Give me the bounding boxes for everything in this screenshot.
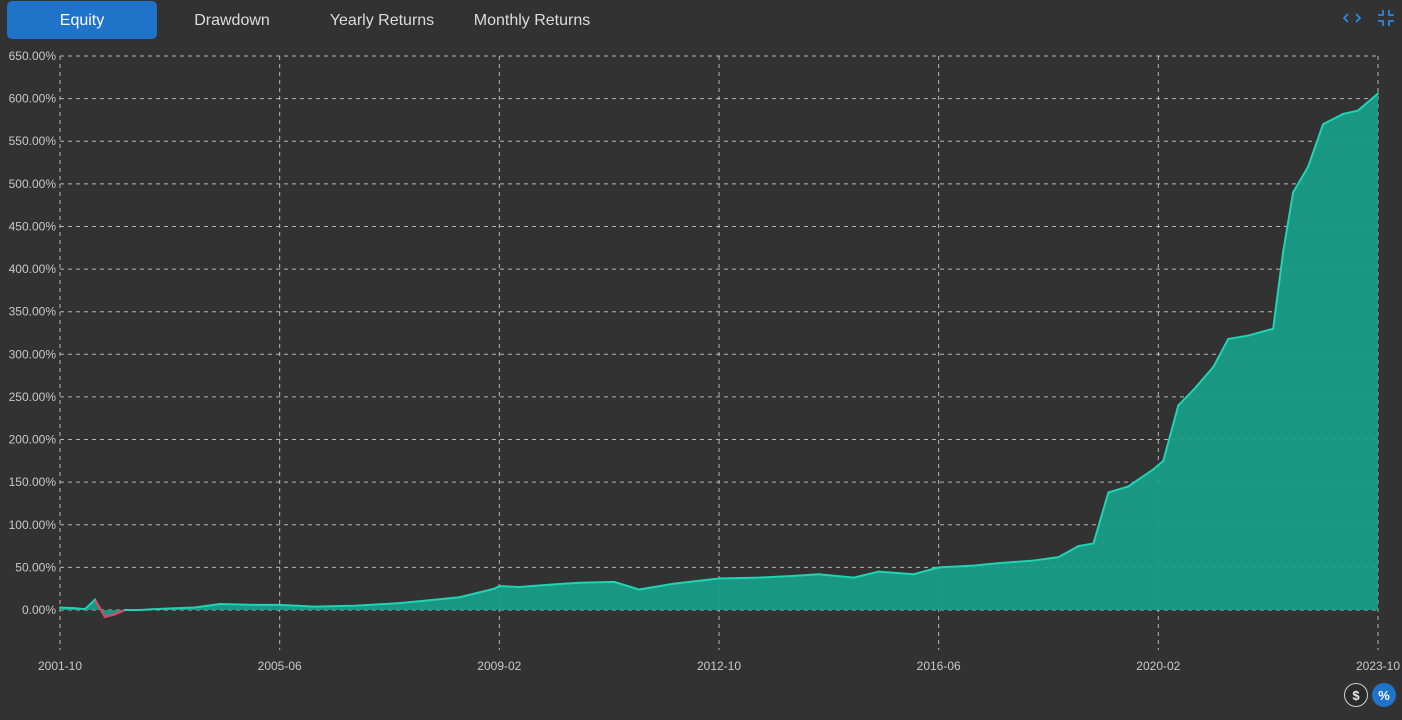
- data-point: [792, 574, 795, 577]
- data-point: [1057, 556, 1060, 559]
- drawdown-segment: [114, 608, 126, 616]
- x-tick-label: 2005-06: [258, 659, 302, 673]
- x-tick-label: 2023-10: [1356, 659, 1400, 673]
- data-point: [937, 566, 940, 569]
- y-tick-label: 650.00%: [9, 49, 57, 63]
- y-tick-label: 550.00%: [9, 134, 57, 148]
- data-point: [59, 606, 61, 609]
- y-tick-label: 250.00%: [9, 390, 57, 404]
- percent-toggle-button[interactable]: %: [1372, 683, 1396, 707]
- data-point: [1292, 191, 1295, 194]
- y-tick-label: 600.00%: [9, 92, 57, 106]
- x-tick-label: 2012-10: [697, 659, 741, 673]
- data-point: [278, 603, 281, 606]
- tab-yearly-returns[interactable]: Yearly Returns: [329, 12, 435, 29]
- data-point: [1152, 468, 1155, 471]
- data-point: [193, 606, 196, 609]
- dollar-toggle-button[interactable]: $: [1344, 683, 1368, 707]
- data-point: [123, 609, 126, 611]
- data-point: [173, 607, 176, 610]
- data-point: [1307, 165, 1310, 168]
- collapse-icon[interactable]: [1376, 8, 1396, 28]
- dollar-icon: $: [1352, 687, 1360, 703]
- code-icon[interactable]: [1342, 8, 1362, 28]
- x-tick-label: 2009-02: [477, 659, 521, 673]
- data-point: [458, 596, 461, 599]
- drawdown-segment: [104, 613, 116, 618]
- data-point: [353, 604, 356, 607]
- data-point: [757, 576, 760, 579]
- data-point: [1282, 251, 1285, 254]
- percent-icon: %: [1378, 687, 1390, 703]
- data-point: [1247, 334, 1250, 337]
- data-point: [613, 580, 616, 583]
- data-point: [718, 577, 720, 580]
- data-point: [1177, 404, 1180, 407]
- data-point: [638, 588, 641, 591]
- data-point: [113, 613, 116, 616]
- equity-line: [59, 92, 1379, 618]
- data-point: [673, 582, 676, 585]
- data-point: [93, 598, 96, 601]
- data-point: [1127, 485, 1130, 488]
- data-point: [433, 598, 436, 601]
- data-point: [997, 562, 1000, 565]
- data-point: [852, 576, 855, 579]
- x-tick-label: 2020-02: [1136, 659, 1180, 673]
- data-point: [73, 607, 76, 610]
- data-point: [553, 583, 556, 586]
- data-point: [1032, 559, 1035, 562]
- data-point: [817, 573, 820, 576]
- data-point: [153, 608, 156, 611]
- y-tick-label: 0.00%: [22, 603, 56, 617]
- data-point: [103, 615, 106, 618]
- y-tick-label: 400.00%: [9, 262, 57, 276]
- y-tick-label: 350.00%: [9, 305, 57, 319]
- drawdown-segment: [93, 599, 106, 618]
- y-tick-label: 450.00%: [9, 219, 57, 233]
- data-point: [253, 603, 256, 606]
- y-tick-label: 150.00%: [9, 475, 57, 489]
- y-tick-label: 100.00%: [9, 518, 57, 532]
- y-tick-label: 50.00%: [15, 560, 56, 574]
- data-point: [218, 603, 221, 606]
- data-point: [1107, 491, 1110, 494]
- y-tick-label: 300.00%: [9, 347, 57, 361]
- data-point: [1342, 112, 1345, 115]
- chart-tabs: Equity Drawdown Yearly Returns Monthly R…: [0, 0, 700, 42]
- data-point: [1227, 337, 1230, 340]
- x-tick-label: 2016-06: [917, 659, 961, 673]
- y-tick-label: 200.00%: [9, 433, 57, 447]
- data-point: [138, 609, 141, 611]
- x-tick-label: 2001-10: [38, 659, 82, 673]
- data-point: [1162, 459, 1165, 462]
- data-point: [578, 581, 581, 584]
- data-point: [1377, 92, 1379, 95]
- data-point: [83, 608, 86, 611]
- tab-monthly-returns[interactable]: Monthly Returns: [473, 12, 591, 29]
- data-point: [1272, 327, 1275, 330]
- y-tick-label: 500.00%: [9, 177, 57, 191]
- equity-area: [60, 93, 1378, 617]
- tab-drawdown[interactable]: Drawdown: [194, 12, 270, 29]
- data-point: [877, 570, 880, 573]
- data-point: [972, 564, 975, 567]
- tab-equity[interactable]: Equity: [7, 1, 157, 39]
- data-point: [1092, 542, 1095, 545]
- data-point: [398, 602, 401, 605]
- data-point: [313, 605, 316, 608]
- data-point: [1192, 389, 1195, 392]
- data-point: [1077, 545, 1080, 548]
- data-point: [1357, 109, 1360, 112]
- data-point: [1322, 123, 1325, 126]
- data-point: [1212, 366, 1215, 369]
- data-point: [518, 585, 521, 588]
- data-point: [493, 587, 496, 590]
- data-point: [498, 585, 501, 588]
- data-point: [912, 573, 915, 576]
